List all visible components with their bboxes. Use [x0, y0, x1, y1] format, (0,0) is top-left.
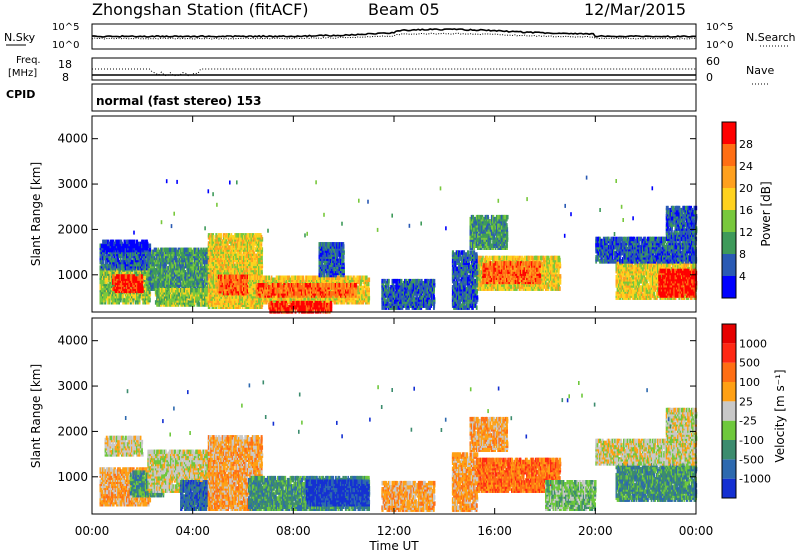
power-cell [268, 276, 270, 281]
noise-tick-top-right: 10^5 [706, 22, 733, 33]
freq-label: Freq. [16, 55, 41, 66]
power-cell [302, 276, 304, 281]
freq-unit-label: [MHz] [8, 68, 37, 79]
power-cell [130, 274, 133, 279]
date-label: 12/Mar/2015 [584, 0, 686, 19]
power-cell [261, 270, 263, 275]
power-cell [365, 276, 367, 281]
freq-tick-bottom: 8 [62, 71, 69, 84]
power-heatmap-cells [100, 176, 698, 314]
noise-panel: N.Sky 10^5 10^0 10^5 10^0 N.Search [4, 22, 796, 51]
power-cell [130, 289, 132, 294]
noise-tick-top-left: 10^5 [52, 22, 79, 33]
power-cell [139, 298, 141, 303]
power-cell [261, 293, 263, 298]
power-cell [228, 289, 230, 294]
power-cell [213, 235, 215, 240]
power-cell [149, 248, 152, 253]
nave-label: Nave [746, 64, 774, 77]
power-cell [146, 240, 148, 245]
power-cell [368, 296, 371, 301]
power-cell [261, 256, 263, 261]
nsky-curve [92, 29, 696, 37]
power-cell [141, 283, 143, 288]
power-cell [102, 260, 104, 265]
power-cell [359, 276, 361, 281]
freq-panel-frame [92, 58, 696, 80]
noise-tick-bottom-left: 10^0 [52, 40, 79, 51]
noise-tick-bottom-right: 10^0 [706, 40, 733, 51]
nave-tick-top: 60 [706, 55, 720, 68]
power-cell [134, 240, 136, 245]
power-cell [108, 300, 110, 305]
power-cell [261, 235, 263, 240]
nsearch-label: N.Search [746, 31, 796, 44]
power-cell [276, 289, 278, 294]
station-title: Zhongshan Station (fitACF) [92, 0, 309, 19]
power-cell [368, 278, 371, 283]
freq-tick-top: 18 [58, 58, 72, 71]
power-cell [258, 298, 260, 303]
freq-panel: Freq. [MHz] 18 8 60 0 Nave [8, 55, 774, 84]
cpid-label: CPID [6, 88, 35, 101]
power-cell [122, 294, 124, 299]
power-cell [220, 233, 222, 238]
power-cell [141, 274, 143, 279]
power-cell [266, 283, 268, 288]
nave-tick-bottom: 0 [706, 71, 713, 84]
power-cell [261, 245, 263, 250]
power-cell [117, 244, 120, 249]
power-cell [130, 248, 132, 253]
power-cell [149, 244, 152, 249]
cpid-text: normal (fast stereo) 153 [96, 94, 262, 108]
power-cell [225, 285, 227, 290]
nsky-label: N.Sky [4, 31, 36, 44]
beam-label: Beam 05 [368, 0, 440, 19]
